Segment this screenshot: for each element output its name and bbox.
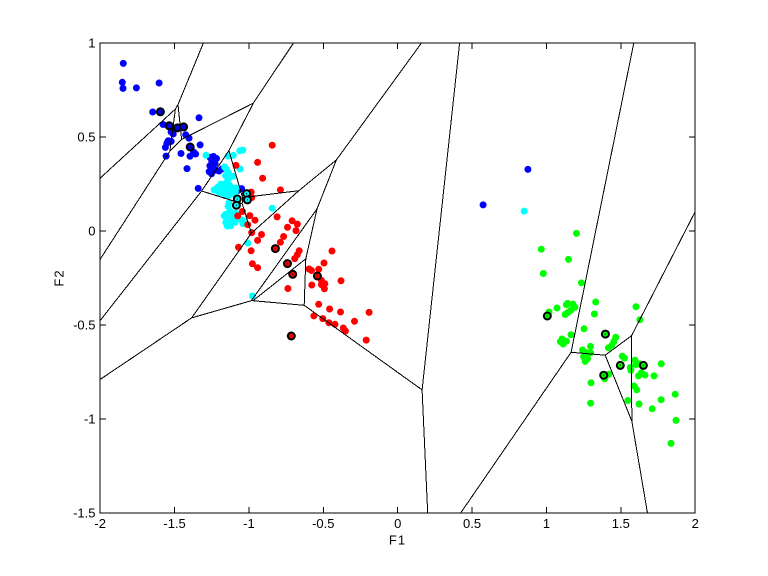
svg-text:-0.5: -0.5 <box>73 318 95 333</box>
svg-text:0: 0 <box>394 516 401 531</box>
svg-text:1.5: 1.5 <box>612 516 630 531</box>
svg-text:1: 1 <box>88 36 95 51</box>
svg-text:1: 1 <box>543 516 550 531</box>
svg-text:0: 0 <box>88 224 95 239</box>
svg-text:-1.5: -1.5 <box>73 506 95 521</box>
svg-text:-1: -1 <box>243 516 255 531</box>
svg-text:-1: -1 <box>84 412 96 427</box>
svg-text:F1: F1 <box>389 533 406 548</box>
svg-text:F2: F2 <box>52 269 67 286</box>
svg-text:-0.5: -0.5 <box>312 516 334 531</box>
svg-text:2: 2 <box>692 516 699 531</box>
svg-text:0.5: 0.5 <box>77 130 95 145</box>
svg-text:-2: -2 <box>94 516 106 531</box>
svg-text:-1.5: -1.5 <box>163 516 185 531</box>
svg-text:0.5: 0.5 <box>463 516 481 531</box>
